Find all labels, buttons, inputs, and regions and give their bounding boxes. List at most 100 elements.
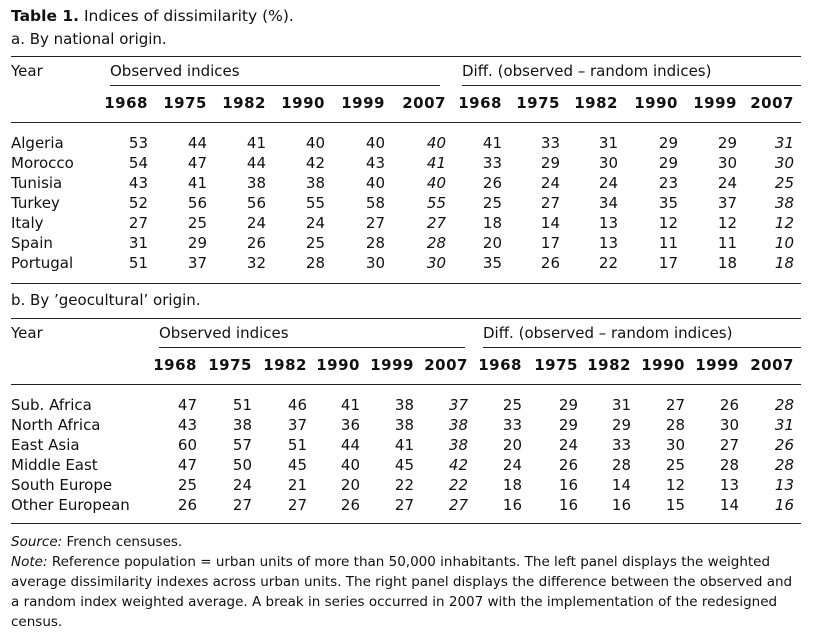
observed-value: 51 <box>128 254 148 272</box>
observed-value: 44 <box>340 436 360 454</box>
year-header-diff: 1999 <box>693 94 737 112</box>
year-header-diff: 1975 <box>534 356 578 374</box>
year-header-diff: 1968 <box>478 356 522 374</box>
observed-value: 32 <box>246 254 266 272</box>
diff-value: 33 <box>611 436 631 454</box>
row-label: Middle East <box>11 456 98 474</box>
observed-value: 55 <box>426 194 446 212</box>
diff-value: 29 <box>540 154 560 172</box>
observed-value: 43 <box>177 416 197 434</box>
diff-value: 31 <box>774 416 794 434</box>
observed-value: 27 <box>365 214 385 232</box>
diff-value: 31 <box>611 396 631 414</box>
observed-value: 28 <box>365 234 385 252</box>
observed-value: 40 <box>340 456 360 474</box>
year-header-observed: 2007 <box>402 94 446 112</box>
diff-value: 24 <box>540 174 560 192</box>
observed-value: 40 <box>426 134 446 152</box>
diff-value: 13 <box>719 476 739 494</box>
observed-value: 25 <box>305 234 325 252</box>
diff-value: 18 <box>502 476 522 494</box>
diff-value: 16 <box>558 476 578 494</box>
observed-group-header: Observed indices <box>110 62 240 80</box>
observed-value: 41 <box>340 396 360 414</box>
diff-value: 20 <box>502 436 522 454</box>
row-label: Portugal <box>11 254 74 272</box>
observed-value: 24 <box>232 476 252 494</box>
row-label: South Europe <box>11 476 113 494</box>
diff-value: 28 <box>774 456 794 474</box>
observed-value: 56 <box>187 194 207 212</box>
year-header-diff: 1975 <box>516 94 560 112</box>
diff-value: 26 <box>558 456 578 474</box>
panel-subtitle: a. By national origin. <box>11 30 167 48</box>
observed-value: 43 <box>365 154 385 172</box>
diff-value: 26 <box>540 254 560 272</box>
diff-value: 14 <box>719 496 739 514</box>
diff-value: 34 <box>598 194 618 212</box>
observed-value: 52 <box>128 194 148 212</box>
observed-value: 45 <box>394 456 414 474</box>
year-header-diff: 1990 <box>641 356 685 374</box>
diff-value: 14 <box>540 214 560 232</box>
observed-value: 30 <box>426 254 446 272</box>
diff-value: 11 <box>658 234 678 252</box>
panel-bottom-rule <box>11 283 801 284</box>
observed-value: 25 <box>177 476 197 494</box>
diff-value: 17 <box>658 254 678 272</box>
observed-value: 37 <box>187 254 207 272</box>
observed-value: 42 <box>448 456 468 474</box>
row-label: Sub. Africa <box>11 396 92 414</box>
observed-value: 51 <box>287 436 307 454</box>
year-header-observed: 1968 <box>104 94 148 112</box>
observed-group-rule <box>110 85 440 86</box>
observed-value: 26 <box>340 496 360 514</box>
diff-value: 41 <box>482 134 502 152</box>
observed-value: 40 <box>305 134 325 152</box>
diff-value: 30 <box>774 154 794 172</box>
diff-value: 33 <box>502 416 522 434</box>
diff-value: 16 <box>774 496 794 514</box>
diff-value: 31 <box>598 134 618 152</box>
observed-value: 41 <box>394 436 414 454</box>
observed-value: 46 <box>287 396 307 414</box>
diff-value: 16 <box>502 496 522 514</box>
observed-value: 38 <box>394 396 414 414</box>
year-header-diff: 1982 <box>574 94 618 112</box>
row-label: Tunisia <box>11 174 63 192</box>
diff-value: 30 <box>717 154 737 172</box>
observed-value: 44 <box>187 134 207 152</box>
observed-value: 24 <box>305 214 325 232</box>
observed-value: 29 <box>187 234 207 252</box>
diff-value: 29 <box>658 134 678 152</box>
observed-group-header: Observed indices <box>159 324 289 342</box>
diff-value: 37 <box>717 194 737 212</box>
panel-top-rule <box>11 56 801 57</box>
observed-value: 41 <box>246 134 266 152</box>
diff-value: 29 <box>558 416 578 434</box>
diff-value: 14 <box>611 476 631 494</box>
source-text: French censuses. <box>66 534 183 550</box>
diff-value: 16 <box>558 496 578 514</box>
diff-value: 13 <box>598 234 618 252</box>
diff-value: 25 <box>774 174 794 192</box>
diff-value: 24 <box>502 456 522 474</box>
diff-value: 12 <box>665 476 685 494</box>
observed-group-rule <box>159 347 465 348</box>
observed-value: 45 <box>287 456 307 474</box>
year-header-observed: 2007 <box>424 356 468 374</box>
year-header-observed: 1990 <box>316 356 360 374</box>
observed-value: 51 <box>232 396 252 414</box>
year-header-observed: 1968 <box>153 356 197 374</box>
diff-value: 16 <box>611 496 631 514</box>
observed-value: 27 <box>394 496 414 514</box>
diff-value: 24 <box>717 174 737 192</box>
observed-value: 47 <box>177 456 197 474</box>
year-header-observed: 1982 <box>263 356 307 374</box>
observed-value: 38 <box>305 174 325 192</box>
table-notes: Source: French censuses. Note: Reference… <box>11 532 801 632</box>
diff-value: 10 <box>774 234 794 252</box>
observed-value: 41 <box>187 174 207 192</box>
diff-value: 38 <box>774 194 794 212</box>
